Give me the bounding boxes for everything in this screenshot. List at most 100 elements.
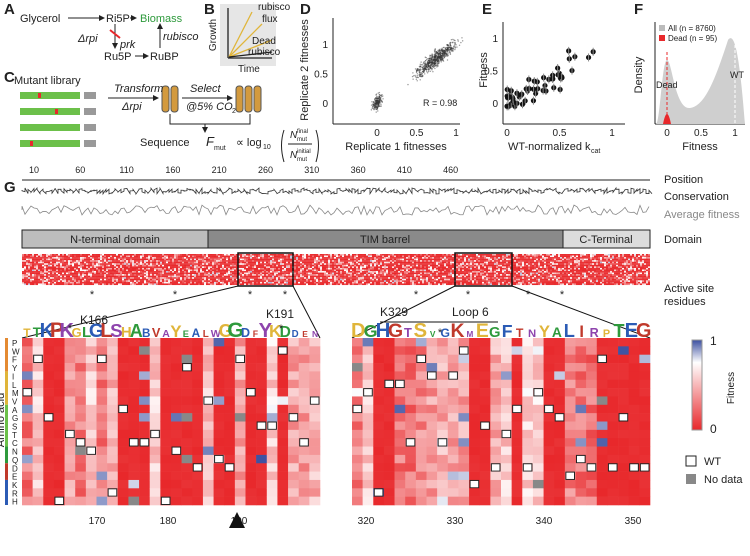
overview-cell	[306, 283, 308, 286]
overview-cell	[144, 267, 146, 270]
overview-cell	[282, 255, 284, 258]
overview-cell	[278, 264, 280, 267]
overview-cell	[222, 277, 224, 279]
overview-cell	[40, 275, 42, 278]
overview-cell	[60, 254, 62, 256]
overview-cell	[366, 283, 368, 286]
track-label: Position	[664, 174, 703, 186]
overview-cell	[384, 254, 386, 256]
overview-cell	[390, 275, 392, 278]
overview-cell	[406, 272, 408, 275]
overview-cell	[280, 280, 282, 282]
overview-cell	[362, 272, 364, 275]
overview-cell	[30, 254, 32, 256]
overview-cell	[314, 283, 316, 286]
scatter-point	[434, 48, 436, 50]
overview-cell	[334, 280, 336, 282]
overview-cell	[322, 271, 324, 273]
overview-cell	[190, 283, 192, 286]
overview-cell	[82, 255, 84, 258]
overview-cell	[256, 281, 258, 284]
overview-cell	[56, 255, 58, 258]
overview-cell	[134, 261, 136, 264]
overview-cell	[222, 266, 224, 268]
overview-cell	[158, 261, 160, 264]
overview-cell	[200, 258, 202, 261]
overview-cell	[266, 264, 268, 267]
overview-cell	[174, 264, 176, 267]
overview-cell	[102, 258, 104, 261]
overview-cell	[304, 258, 306, 261]
overview-cell	[374, 261, 376, 264]
overview-cell	[370, 274, 372, 276]
overview-cell	[152, 263, 154, 265]
overview-cell	[38, 266, 40, 268]
overview-cell	[214, 281, 216, 284]
overview-cell	[164, 264, 166, 267]
overview-cell	[286, 281, 288, 284]
overview-cell	[156, 277, 158, 279]
overview-cell	[340, 263, 342, 265]
overview-cell	[394, 266, 396, 268]
overview-cell	[274, 281, 276, 284]
overview-cell	[406, 271, 408, 273]
overview-cell	[204, 257, 206, 259]
overview-cell	[134, 263, 136, 265]
overview-cell	[316, 281, 318, 284]
overview-cell	[74, 254, 76, 256]
overview-cell	[140, 266, 142, 268]
overview-cell	[334, 267, 336, 270]
overview-cell	[32, 271, 34, 273]
overview-cell	[270, 260, 272, 262]
overview-cell	[42, 267, 44, 270]
overview-cell	[378, 264, 380, 267]
overview-cell	[260, 272, 262, 275]
overview-cell	[328, 257, 330, 259]
overview-cell	[328, 264, 330, 267]
overview-cell	[42, 260, 44, 262]
overview-cell	[70, 260, 72, 262]
overview-cell	[134, 277, 136, 279]
overview-cell	[374, 257, 376, 259]
overview-cell	[398, 258, 400, 261]
overview-cell	[176, 275, 178, 278]
overview-cell	[122, 257, 124, 259]
overview-cell	[358, 271, 360, 273]
overview-cell	[198, 266, 200, 268]
overview-cell	[248, 274, 250, 276]
overview-cell	[150, 272, 152, 275]
overview-cell	[100, 269, 102, 272]
overview-cell	[42, 258, 44, 261]
overview-cell	[178, 278, 180, 281]
overview-cell	[246, 281, 248, 284]
overview-cell	[66, 257, 68, 259]
overview-cell	[116, 281, 118, 284]
overview-cell	[330, 266, 332, 268]
overview-cell	[94, 274, 96, 276]
overview-cell	[182, 271, 184, 273]
overview-cell	[222, 274, 224, 276]
overview-cell	[92, 271, 94, 273]
overview-cell	[346, 277, 348, 279]
overview-cell	[404, 272, 406, 275]
overview-cell	[374, 271, 376, 273]
legend-swatch	[659, 25, 665, 31]
overview-cell	[28, 263, 30, 265]
overview-cell	[158, 267, 160, 270]
overview-cell	[86, 278, 88, 281]
overview-cell	[44, 274, 46, 276]
overview-cell	[406, 263, 408, 265]
overview-cell	[258, 272, 260, 275]
overview-cell	[214, 257, 216, 259]
overview-cell	[242, 267, 244, 270]
overview-cell	[214, 278, 216, 281]
overview-cell	[82, 271, 84, 273]
overview-cell	[138, 260, 140, 262]
overview-cell	[88, 281, 90, 284]
overview-cell	[232, 271, 234, 273]
overview-cell	[108, 281, 110, 284]
overview-cell	[244, 257, 246, 259]
overview-cell	[168, 267, 170, 270]
overview-cell	[40, 266, 42, 268]
overview-cell	[226, 254, 228, 256]
